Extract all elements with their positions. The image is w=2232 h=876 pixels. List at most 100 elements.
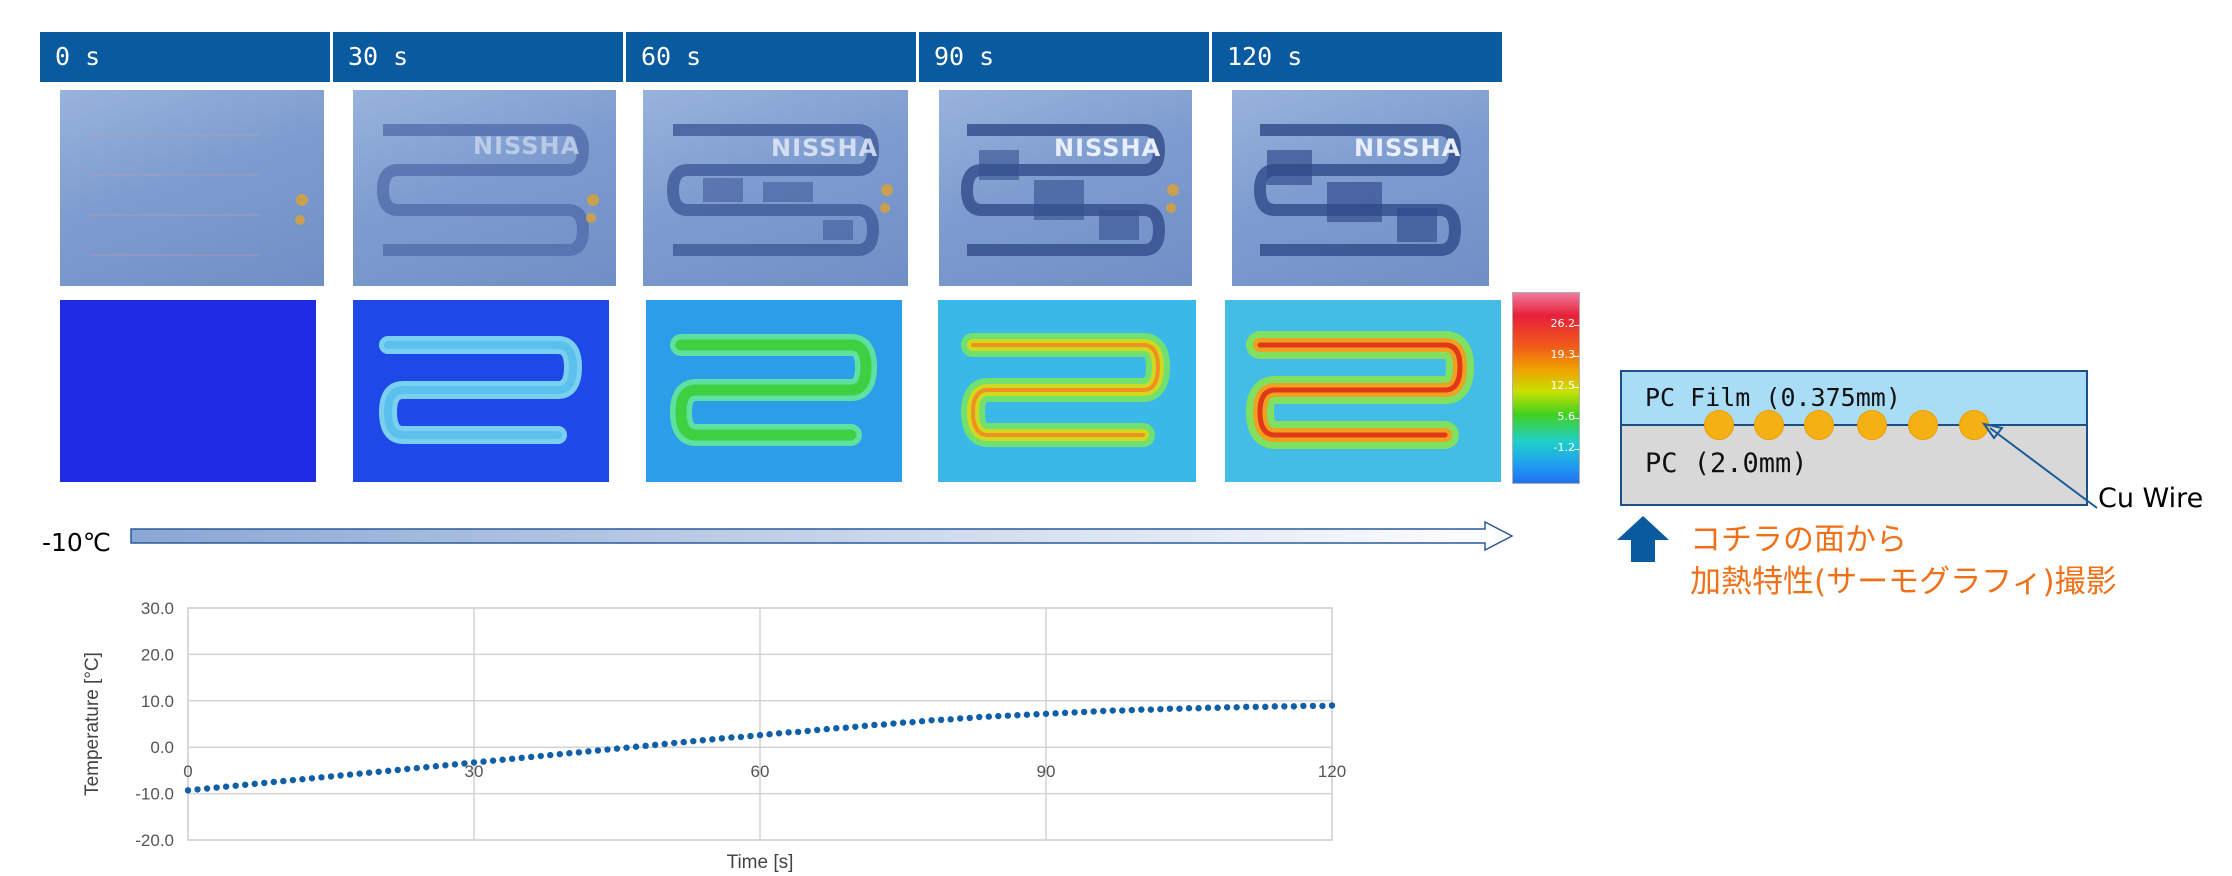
data-point	[1052, 710, 1059, 717]
data-point	[365, 769, 373, 776]
chart-svg: 30.0 20.0 10.0 0.0 -10.0 -20.0 0 30 60 90 120 Time …	[82, 599, 1346, 873]
data-point	[985, 713, 992, 720]
pc-film-label: PC Film (0.375mm)	[1645, 383, 1901, 412]
data-point	[1157, 705, 1164, 713]
data-point	[804, 727, 811, 735]
data-point	[1042, 710, 1050, 717]
data-point	[594, 747, 602, 754]
data-point	[680, 738, 687, 746]
data-point	[1176, 705, 1183, 712]
note-line-2: 加熱特性(サーモグラフィ)撮影	[1690, 564, 2117, 600]
data-point	[1290, 703, 1298, 710]
data-point	[871, 721, 878, 729]
data-point	[1100, 707, 1107, 715]
data-point	[1128, 706, 1136, 714]
data-point	[947, 716, 954, 723]
data-point	[203, 785, 211, 792]
photo-30s: NISSHA	[353, 90, 616, 286]
colorbar-tick: 19.3	[1550, 348, 1576, 361]
data-point	[1233, 704, 1240, 711]
data-point	[308, 775, 316, 782]
data-point	[890, 720, 897, 727]
colorbar: 26.2 19.3 12.5 5.6 -1.2	[1512, 292, 1580, 484]
photo-logo: NISSHA	[771, 134, 879, 162]
data-point	[194, 786, 201, 793]
data-point	[699, 737, 706, 744]
data-point	[1281, 703, 1288, 710]
data-point	[613, 745, 621, 752]
data-point	[242, 781, 249, 788]
data-point	[1138, 706, 1145, 713]
data-point	[1080, 708, 1088, 716]
thermo-120s	[1225, 300, 1501, 482]
note-line-1: コチラの面から	[1690, 522, 1907, 558]
data-point	[823, 725, 830, 733]
cu-wire-dot	[1908, 410, 1938, 440]
data-point	[861, 722, 869, 730]
photo-0s	[60, 90, 324, 286]
data-point	[909, 718, 916, 726]
x-tick-label: 90	[1037, 762, 1056, 781]
data-point	[1033, 711, 1040, 718]
y-tick-label: 20.0	[141, 645, 174, 664]
data-point	[461, 760, 468, 767]
data-point	[632, 743, 640, 750]
photo-60s: NISSHA	[643, 90, 908, 286]
data-point	[346, 771, 354, 778]
header-cell-0s: 0 s	[40, 32, 330, 82]
data-point	[470, 759, 478, 766]
cu-wire-dot	[1754, 410, 1784, 440]
pc-layer	[1620, 424, 2088, 506]
data-point	[966, 714, 973, 722]
data-point	[880, 721, 888, 728]
data-point	[937, 716, 945, 724]
data-point	[957, 715, 964, 722]
data-point	[518, 754, 525, 762]
x-tick-label: 120	[1318, 762, 1346, 781]
data-point	[442, 762, 449, 769]
data-point	[508, 755, 516, 762]
data-point	[385, 767, 392, 775]
data-point	[814, 726, 821, 734]
data-point	[261, 779, 268, 787]
data-point	[651, 741, 659, 749]
photo-logo: NISSHA	[473, 132, 581, 160]
cu-wire-leader	[1981, 422, 2098, 509]
data-point	[251, 780, 258, 788]
data-point	[537, 752, 544, 760]
data-point	[1309, 702, 1317, 710]
data-point	[213, 784, 220, 791]
y-tick-label: 10.0	[141, 692, 174, 711]
data-point	[1204, 704, 1212, 711]
data-point	[222, 783, 230, 790]
y-axis-label: Temperature [°C]	[82, 652, 103, 796]
colorbar-tick: 5.6	[1557, 410, 1576, 423]
data-point	[184, 787, 192, 794]
x-tick-label: 0	[183, 762, 192, 781]
data-point	[747, 732, 754, 740]
data-point	[1185, 705, 1193, 712]
data-point	[1195, 705, 1202, 712]
data-point	[556, 750, 563, 758]
start-temperature-label: -10℃	[42, 528, 111, 557]
data-point	[718, 735, 726, 742]
data-point	[794, 728, 802, 736]
data-point	[1090, 708, 1097, 715]
data-point	[918, 718, 926, 725]
temperature-chart: 30.0 20.0 10.0 0.0 -10.0 -20.0 0 30 60 90 120 Time …	[70, 592, 1370, 876]
data-point	[623, 744, 630, 751]
data-point	[566, 750, 573, 757]
data-point	[995, 712, 1002, 720]
data-point	[709, 736, 716, 743]
data-point	[1061, 709, 1069, 717]
data-point	[1014, 711, 1021, 719]
data-point	[1328, 702, 1336, 709]
data-point	[585, 748, 592, 755]
y-tick-label: 30.0	[141, 599, 174, 618]
thermo-60s	[646, 300, 902, 482]
data-point	[356, 770, 363, 777]
data-point	[413, 764, 420, 772]
y-tick-label: -20.0	[135, 831, 174, 850]
photo-logo: NISSHA	[1054, 134, 1162, 162]
data-point	[976, 713, 983, 721]
